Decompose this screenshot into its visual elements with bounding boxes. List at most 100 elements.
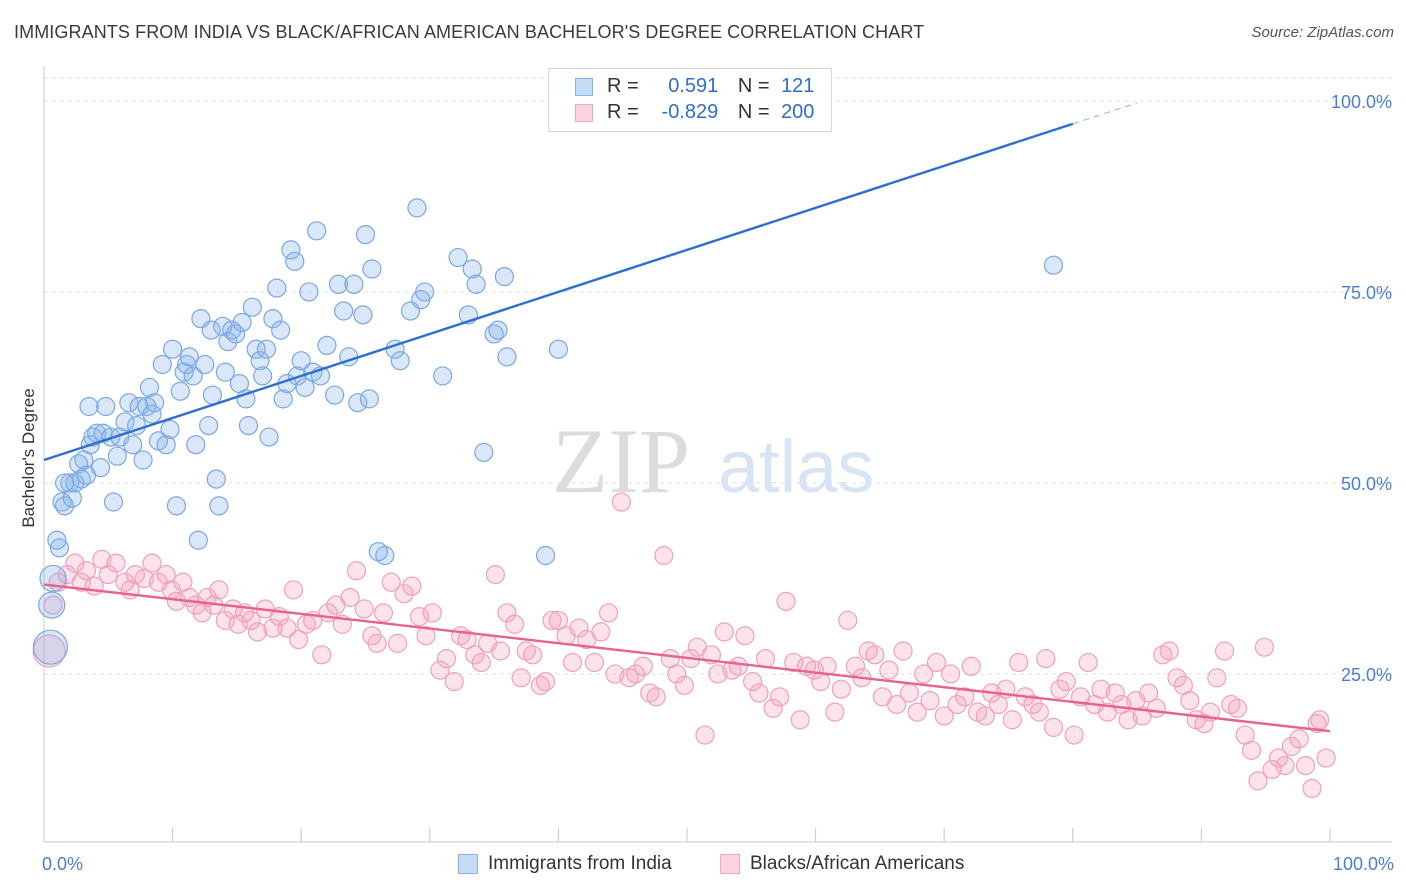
data-point-black-african-american xyxy=(584,652,605,673)
data-point-india xyxy=(448,247,468,268)
data-point-black-african-american xyxy=(346,561,367,581)
data-point-black-african-american xyxy=(804,660,824,680)
data-point-black-african-american xyxy=(975,706,995,726)
data-point-india xyxy=(115,412,135,432)
data-point-india xyxy=(328,274,349,294)
data-point-india xyxy=(183,366,203,386)
data-point-india xyxy=(273,389,293,409)
data-point-india xyxy=(548,339,569,359)
legend-r-label: R = xyxy=(607,101,639,123)
data-point-black-african-american xyxy=(749,683,769,703)
data-point-black-african-american xyxy=(1248,771,1268,791)
data-point-india xyxy=(466,274,486,294)
legend-n-label: N = xyxy=(737,101,770,123)
data-point-black-african-american xyxy=(1078,652,1098,673)
y-tick-label: 25.0% xyxy=(1341,665,1392,685)
data-point-black-african-american xyxy=(523,645,543,665)
data-point-india xyxy=(152,354,172,375)
data-point-india xyxy=(246,339,266,359)
trend-line-black-african-american xyxy=(43,583,1331,733)
data-point-black-african-american xyxy=(893,641,913,661)
data-point-black-african-american xyxy=(790,710,810,730)
data-point-black-african-american xyxy=(530,675,550,695)
data-point-india xyxy=(355,225,376,245)
data-point-black-african-american xyxy=(1056,671,1076,692)
data-point-india xyxy=(497,347,517,367)
data-point-india xyxy=(390,351,410,371)
data-point-india xyxy=(119,393,139,413)
data-point-black-african-american xyxy=(485,564,505,585)
data-point-black-african-american xyxy=(430,660,450,680)
data-point-black-african-american xyxy=(1139,683,1159,703)
data-point-black-african-american xyxy=(444,671,464,692)
data-point-black-african-american xyxy=(65,553,85,573)
legend-n-value-black: 200 xyxy=(781,101,815,123)
data-point-black-african-american xyxy=(76,561,97,581)
data-point-india xyxy=(362,259,382,279)
data-point-india xyxy=(334,301,354,321)
data-point-black-african-american xyxy=(388,633,408,653)
data-point-black-african-american xyxy=(1167,668,1187,688)
data-point-black-african-american xyxy=(591,622,611,642)
data-point-black-african-american xyxy=(1241,740,1262,760)
data-point-black-african-american xyxy=(106,553,126,573)
data-point-black-african-american xyxy=(569,618,589,638)
data-point-india xyxy=(201,320,221,340)
y-tick-label: 75.0% xyxy=(1341,283,1392,303)
data-point-black-african-american xyxy=(955,687,975,707)
data-point-india xyxy=(281,240,301,260)
data-point-india xyxy=(353,305,373,325)
data-point-black-african-american xyxy=(934,706,954,726)
data-point-black-african-american xyxy=(1180,691,1200,711)
data-point-black-african-american xyxy=(71,572,91,592)
data-point-black-african-american xyxy=(241,610,261,631)
data-point-india xyxy=(253,366,273,386)
data-point-india xyxy=(291,351,311,371)
data-point-india xyxy=(144,393,165,413)
data-point-india xyxy=(179,347,199,367)
data-point-black-african-american xyxy=(769,687,790,707)
data-point-black-african-american xyxy=(1023,694,1043,715)
data-point-black-african-american xyxy=(134,568,154,589)
data-point-black-african-american xyxy=(98,564,118,585)
data-point-black-african-american xyxy=(548,610,569,631)
data-point-black-african-american xyxy=(735,626,755,646)
data-point-black-african-american xyxy=(354,599,374,619)
data-point-black-african-american xyxy=(1159,641,1179,661)
data-point-black-african-american xyxy=(825,702,845,722)
data-point-black-african-american xyxy=(1289,729,1309,749)
data-point-black-african-american xyxy=(373,603,394,623)
data-point-black-african-american xyxy=(1036,649,1056,669)
data-point-india xyxy=(415,282,435,302)
x-tick-label: 0.0% xyxy=(42,854,83,874)
data-point-india xyxy=(54,473,75,493)
data-point-india xyxy=(54,496,75,516)
data-point-india xyxy=(215,362,235,382)
data-point-black-african-american xyxy=(941,664,961,684)
data-point-black-african-american xyxy=(394,584,414,604)
data-point-black-african-american xyxy=(1207,668,1227,688)
data-point-india xyxy=(359,389,379,409)
data-point-india xyxy=(49,538,70,558)
data-point-india xyxy=(218,331,238,352)
data-point-black-african-american xyxy=(646,687,666,707)
data-point-india xyxy=(156,435,176,455)
data-point-india xyxy=(199,416,219,436)
watermark-atlas: atlas xyxy=(718,425,874,508)
data-point-black-african-american xyxy=(776,591,796,611)
tick-labels: 25.0% 50.0% 75.0% 100.0% 0.0% 100.0% xyxy=(42,92,1394,874)
legend-r-label: R = xyxy=(607,75,639,97)
data-point-black-african-american xyxy=(1118,710,1138,730)
data-point-india xyxy=(344,274,364,294)
data-point-india xyxy=(242,297,262,317)
y-axis-label: Bachelor's Degree xyxy=(19,388,38,527)
data-point-black-african-american xyxy=(784,652,804,673)
data-point-black-african-american xyxy=(43,595,63,615)
y-tick-label: 50.0% xyxy=(1341,474,1392,494)
data-point-india xyxy=(462,259,482,279)
data-point-black-african-american xyxy=(879,660,899,680)
data-point-black-african-american xyxy=(283,580,304,600)
bottom-legend-swatch-black xyxy=(720,854,740,874)
data-point-india xyxy=(238,416,259,436)
data-point-india xyxy=(1043,255,1064,275)
